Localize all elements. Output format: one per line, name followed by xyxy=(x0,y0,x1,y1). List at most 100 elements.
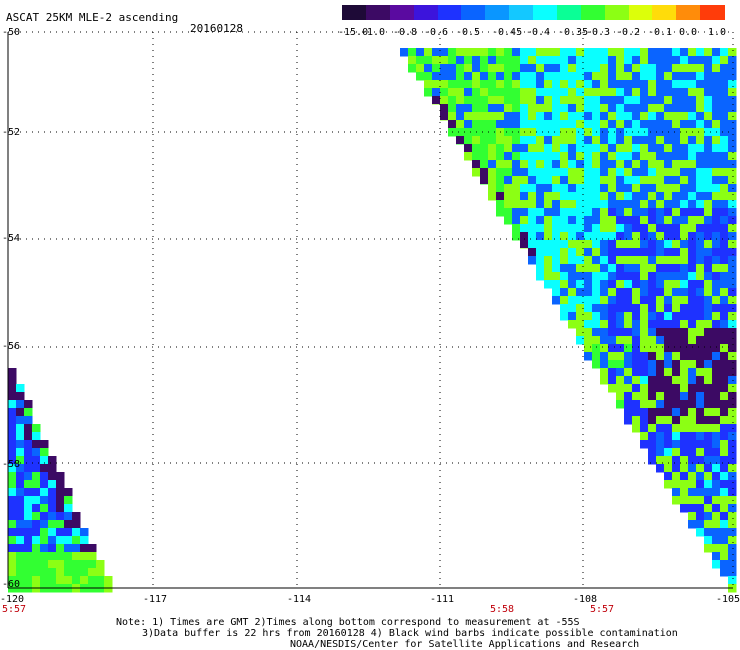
swath-cell xyxy=(608,256,617,265)
swath-cell xyxy=(600,272,609,281)
swath-cell xyxy=(728,240,737,249)
swath-cell xyxy=(576,256,585,265)
swath-cell xyxy=(632,184,641,193)
swath-cell xyxy=(544,248,553,257)
swath-cell xyxy=(16,560,25,569)
swath-cell xyxy=(632,280,641,289)
swath-cell xyxy=(520,232,528,240)
swath-cell xyxy=(504,176,513,185)
swath-cell xyxy=(680,480,689,489)
swath-cell xyxy=(504,128,513,137)
swath-cell xyxy=(592,120,601,129)
swath-cell xyxy=(600,248,609,257)
swath-cell xyxy=(704,312,713,321)
swath-cell xyxy=(632,120,641,129)
swath-cell xyxy=(720,352,729,361)
swath-cell xyxy=(64,520,73,529)
swath-cell xyxy=(632,264,641,273)
swath-cell xyxy=(664,264,673,273)
swath-cell xyxy=(688,248,697,257)
swath-cell xyxy=(584,104,593,113)
swath-cell xyxy=(528,256,537,265)
swath-cell xyxy=(712,208,721,217)
swath-cell xyxy=(448,96,457,105)
swath-cell xyxy=(688,456,697,465)
swath-cell xyxy=(672,264,681,273)
swath-cell xyxy=(568,112,577,121)
swath-cell xyxy=(704,472,713,481)
swath-cell xyxy=(600,200,609,209)
swath-cell xyxy=(416,56,425,65)
swath-cell xyxy=(584,160,593,169)
swath-cell xyxy=(680,88,689,97)
swath-cell xyxy=(544,264,553,273)
swath-cell xyxy=(624,320,633,329)
swath-cell xyxy=(616,280,625,289)
swath-cell xyxy=(408,48,417,57)
swath-cell xyxy=(672,424,681,433)
swath-cell xyxy=(600,48,609,57)
swath-cell xyxy=(632,408,641,417)
swath-cell xyxy=(664,144,673,153)
swath-cell xyxy=(672,288,681,297)
swath-cell xyxy=(600,216,609,225)
swath-cell xyxy=(688,240,697,249)
swath-cell xyxy=(32,456,41,465)
swath-cell xyxy=(528,152,537,161)
swath-cell xyxy=(656,304,665,313)
swath-cell xyxy=(656,312,665,321)
swath-cell xyxy=(488,88,497,97)
swath-cell xyxy=(648,440,657,449)
swath-cell xyxy=(8,456,17,465)
swath-cell xyxy=(712,368,721,377)
swath-cell xyxy=(488,136,497,145)
colorbar-segment xyxy=(437,5,462,20)
swath-cell xyxy=(696,496,705,505)
swath-cell xyxy=(616,168,625,177)
swath-cell xyxy=(704,232,713,241)
swath-cell xyxy=(584,256,593,265)
swath-cell xyxy=(728,48,737,57)
swath-cell xyxy=(464,64,473,73)
swath-cell xyxy=(24,488,33,497)
swath-cell xyxy=(704,344,713,353)
colorbar-segment xyxy=(676,5,701,20)
swath-cell xyxy=(688,64,697,73)
swath-cell xyxy=(544,168,553,177)
swath-cell xyxy=(632,424,641,433)
swath-cell xyxy=(624,344,633,353)
swath-cell xyxy=(40,552,49,561)
swath-cell xyxy=(552,256,561,265)
swath-cell xyxy=(648,328,657,337)
swath-cell xyxy=(664,72,673,81)
swath-cell xyxy=(544,64,553,73)
swath-cell xyxy=(512,64,521,73)
swath-cell xyxy=(632,56,641,65)
swath-cell xyxy=(528,72,537,81)
swath-cell xyxy=(32,440,41,449)
swath-cell xyxy=(88,552,97,561)
swath-cell xyxy=(576,248,585,257)
swath-cell xyxy=(608,360,617,369)
swath-cell xyxy=(560,64,569,73)
swath-cell xyxy=(536,144,545,153)
swath-cell xyxy=(464,136,473,145)
satellite-swath-west xyxy=(8,368,113,593)
swath-cell xyxy=(472,120,481,129)
swath-cell xyxy=(544,80,553,89)
colorbar-segment xyxy=(413,5,439,20)
swath-cell xyxy=(432,64,441,73)
swath-cell xyxy=(544,72,553,81)
swath-cell xyxy=(656,200,665,209)
swath-cell xyxy=(672,496,681,505)
swath-cell xyxy=(728,344,737,353)
swath-cell xyxy=(720,208,729,217)
swath-cell xyxy=(712,424,721,433)
swath-cell xyxy=(592,104,601,113)
swath-cell xyxy=(24,448,33,457)
swath-cell xyxy=(416,48,425,57)
swath-cell xyxy=(16,576,25,585)
colorbar-segment xyxy=(461,5,486,20)
swath-cell xyxy=(688,200,697,209)
lat-label-60: -60 xyxy=(2,579,21,590)
